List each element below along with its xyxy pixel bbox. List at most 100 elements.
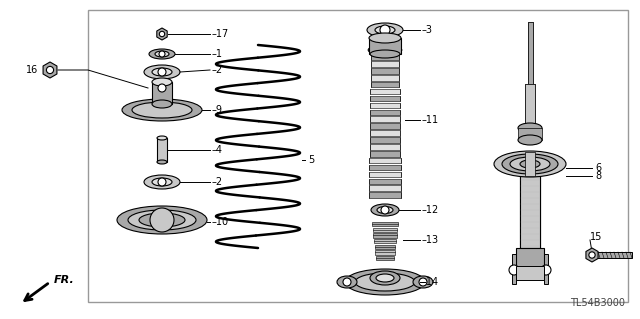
Text: –14: –14 — [422, 277, 439, 287]
Ellipse shape — [376, 274, 394, 282]
Circle shape — [158, 178, 166, 186]
Bar — [371, 82, 399, 87]
Ellipse shape — [152, 78, 172, 86]
Circle shape — [159, 51, 165, 57]
Bar — [590, 252, 632, 258]
Ellipse shape — [502, 154, 558, 174]
Bar — [375, 250, 395, 255]
Ellipse shape — [369, 33, 401, 43]
Text: –17: –17 — [212, 29, 229, 39]
Bar — [371, 75, 399, 81]
Ellipse shape — [370, 50, 400, 58]
Ellipse shape — [371, 204, 399, 216]
Ellipse shape — [149, 49, 175, 59]
Bar — [525, 152, 535, 176]
Bar — [369, 192, 401, 198]
Bar — [371, 68, 399, 74]
Ellipse shape — [337, 276, 357, 288]
Text: –9: –9 — [212, 105, 223, 115]
Bar — [371, 61, 399, 67]
Bar — [369, 158, 401, 163]
Circle shape — [158, 68, 166, 76]
Ellipse shape — [518, 135, 542, 145]
Text: –1: –1 — [212, 49, 223, 59]
Circle shape — [589, 252, 595, 258]
Ellipse shape — [370, 271, 400, 285]
Bar — [371, 54, 399, 60]
Ellipse shape — [152, 100, 172, 108]
Bar — [152, 82, 172, 104]
Ellipse shape — [157, 136, 167, 140]
Bar — [370, 144, 401, 150]
Circle shape — [381, 206, 389, 214]
Ellipse shape — [355, 273, 415, 291]
Bar — [373, 234, 397, 238]
Polygon shape — [43, 62, 57, 78]
Polygon shape — [157, 28, 167, 40]
Ellipse shape — [155, 51, 169, 57]
Text: 7: 7 — [499, 160, 505, 170]
Text: FR.: FR. — [54, 275, 75, 285]
Text: –4: –4 — [212, 145, 223, 155]
Bar — [374, 245, 396, 249]
Text: 16: 16 — [26, 65, 38, 75]
Bar — [370, 109, 400, 115]
Circle shape — [150, 208, 174, 232]
Bar — [371, 89, 399, 94]
Bar — [369, 165, 401, 170]
Circle shape — [419, 278, 427, 286]
Circle shape — [159, 31, 164, 37]
Bar — [516, 266, 544, 280]
Ellipse shape — [128, 210, 196, 230]
Ellipse shape — [368, 45, 402, 55]
Ellipse shape — [494, 151, 566, 177]
Text: 8: 8 — [595, 171, 601, 181]
Bar — [88, 10, 628, 302]
Ellipse shape — [377, 206, 393, 213]
Text: –12: –12 — [422, 205, 439, 215]
Ellipse shape — [122, 99, 202, 121]
Circle shape — [46, 66, 54, 74]
Ellipse shape — [510, 157, 550, 171]
Ellipse shape — [518, 123, 542, 133]
Text: –3: –3 — [422, 25, 433, 35]
Bar — [376, 256, 394, 260]
Ellipse shape — [139, 213, 185, 227]
Ellipse shape — [144, 175, 180, 189]
Bar — [374, 239, 396, 243]
Bar — [520, 176, 540, 248]
Circle shape — [509, 265, 519, 275]
Text: TL54B3000: TL54B3000 — [570, 298, 625, 308]
Bar — [518, 128, 542, 140]
Bar — [369, 172, 401, 177]
Bar — [369, 151, 401, 157]
Bar — [369, 179, 401, 184]
Bar — [370, 103, 400, 108]
Ellipse shape — [520, 160, 540, 168]
Bar — [512, 254, 516, 284]
Text: –13: –13 — [422, 235, 439, 245]
Bar — [372, 228, 397, 232]
Bar — [370, 116, 400, 122]
Text: –2: –2 — [212, 177, 223, 187]
Text: –10: –10 — [212, 217, 229, 227]
Circle shape — [158, 84, 166, 92]
Ellipse shape — [132, 102, 192, 118]
Circle shape — [541, 265, 551, 275]
Ellipse shape — [345, 269, 425, 295]
Bar — [371, 96, 399, 101]
Bar — [157, 138, 167, 162]
Ellipse shape — [152, 68, 172, 76]
Ellipse shape — [152, 178, 172, 186]
Ellipse shape — [367, 23, 403, 37]
Ellipse shape — [375, 26, 395, 34]
Ellipse shape — [117, 206, 207, 234]
Text: –11: –11 — [422, 115, 439, 125]
Text: 5: 5 — [308, 155, 314, 165]
Bar — [370, 137, 400, 143]
Polygon shape — [586, 248, 598, 262]
Text: 15: 15 — [590, 232, 602, 242]
Bar — [372, 222, 398, 226]
Bar — [516, 248, 544, 270]
Bar — [369, 185, 401, 191]
